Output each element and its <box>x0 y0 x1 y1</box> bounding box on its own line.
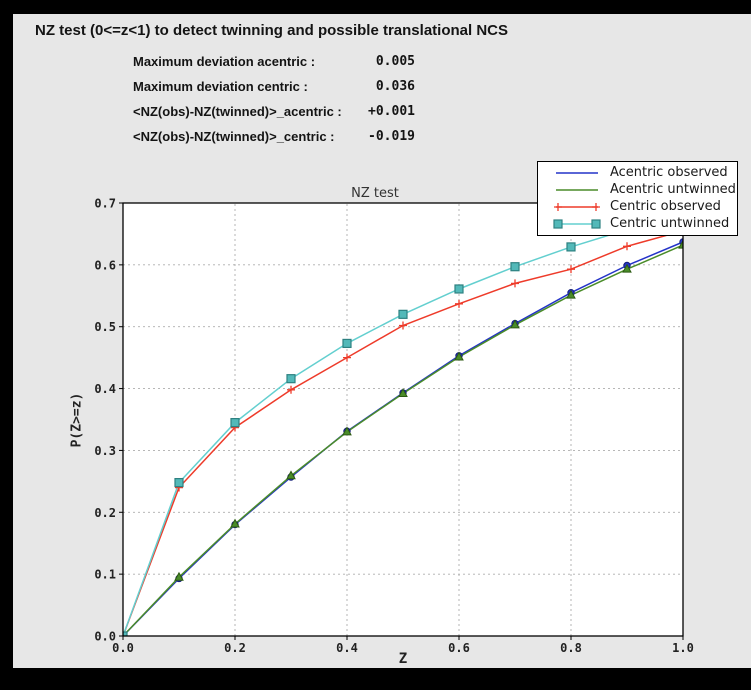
stats-block: Maximum deviation acentric : 0.005 Maxim… <box>133 49 415 149</box>
legend-line-sample <box>553 218 601 229</box>
legend-line-sample <box>554 202 600 211</box>
triangle-marker <box>398 388 408 398</box>
square-marker <box>174 477 184 488</box>
y-tick-label: 0.2 <box>94 506 116 520</box>
square-marker <box>286 374 296 384</box>
square-marker <box>398 309 408 319</box>
plot-frame <box>122 202 684 637</box>
legend-label: Centric untwinned <box>610 216 730 231</box>
triangle-marker <box>510 319 520 329</box>
triangle-marker <box>174 571 184 581</box>
stat-row: <NZ(obs)-NZ(twinned)>_centric : -0.019 <box>133 124 415 149</box>
plus-marker <box>287 385 295 394</box>
x-tick-label: 0.2 <box>224 641 246 655</box>
legend-line-sample <box>556 188 598 191</box>
square-marker <box>342 338 352 349</box>
x-tick-label: 0.6 <box>448 641 470 655</box>
plus-marker <box>455 299 463 308</box>
triangle-marker <box>230 518 240 528</box>
legend-item-acentric-untwinned: Acentric untwinned <box>538 181 737 198</box>
plus-marker <box>399 321 407 330</box>
stat-value: 0.005 <box>375 54 415 69</box>
square-marker <box>230 417 240 428</box>
legend-item-acentric-observed: Acentric observed <box>538 164 737 181</box>
plus-marker <box>592 202 600 211</box>
stat-row: <NZ(obs)-NZ(twinned)>_acentric : +0.001 <box>133 99 415 124</box>
y-tick-label: 0.0 <box>94 630 116 644</box>
triangle-marker <box>342 426 352 436</box>
square-marker <box>553 218 563 229</box>
legend: Acentric observed Acentric untwinned Centr… <box>537 161 738 236</box>
y-tick-label: 0.5 <box>94 320 116 334</box>
legend-label: Acentric untwinned <box>610 182 736 197</box>
y-tick-label: 0.7 <box>94 197 116 211</box>
triangle-marker <box>454 351 464 361</box>
x-tick-label: 0.4 <box>336 641 358 655</box>
legend-item-centric-untwinned: Centric untwinned <box>538 215 737 232</box>
plus-marker <box>623 242 631 251</box>
legend-item-centric-observed: Centric observed <box>538 198 737 215</box>
triangle-marker <box>622 263 632 273</box>
stat-value: +0.001 <box>368 104 415 119</box>
stat-value: 0.036 <box>375 79 415 94</box>
y-tick-label: 0.1 <box>94 568 116 582</box>
plus-marker <box>511 279 519 288</box>
x-tick-label: 0.8 <box>560 641 582 655</box>
square-marker <box>566 242 576 252</box>
stat-label: Maximum deviation centric : <box>133 79 308 94</box>
page-title: NZ test (0<=z<1) to detect twinning and … <box>35 22 508 39</box>
square-marker <box>510 262 520 272</box>
square-marker <box>591 218 601 229</box>
stat-row: Maximum deviation acentric : 0.005 <box>133 49 415 74</box>
plus-marker <box>554 202 562 211</box>
stat-label: Maximum deviation acentric : <box>133 54 316 69</box>
plot-background <box>123 203 683 636</box>
y-tick-label: 0.3 <box>94 444 116 458</box>
legend-label: Acentric observed <box>610 165 728 180</box>
plus-marker <box>343 353 351 362</box>
square-marker <box>454 284 464 294</box>
legend-line-sample <box>556 171 598 174</box>
stat-label: <NZ(obs)-NZ(twinned)>_acentric : <box>133 104 342 119</box>
stat-value: -0.019 <box>368 129 415 144</box>
stat-label: <NZ(obs)-NZ(twinned)>_centric : <box>133 129 335 144</box>
chart-title: NZ test <box>351 186 399 201</box>
triangle-marker <box>286 470 296 480</box>
x-tick-label: 1.0 <box>672 641 694 655</box>
stat-row: Maximum deviation centric : 0.036 <box>133 74 415 99</box>
triangle-marker <box>566 289 576 299</box>
x-axis-label: Z <box>398 651 408 667</box>
plus-marker <box>567 265 575 274</box>
x-tick-label: 0.0 <box>112 641 134 655</box>
y-tick-label: 0.6 <box>94 258 116 272</box>
y-axis-label: P(Z>=z) <box>69 392 85 448</box>
legend-label: Centric observed <box>610 199 721 214</box>
y-tick-label: 0.4 <box>94 382 116 396</box>
